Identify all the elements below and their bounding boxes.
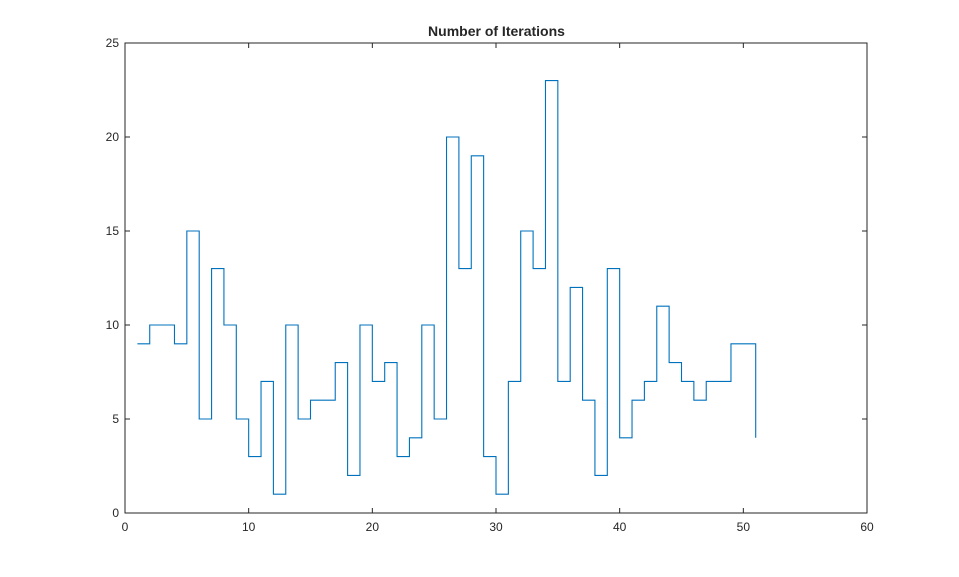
y-tick-label: 0 [112,506,119,520]
y-tick-label: 25 [106,36,120,50]
x-tick-label: 10 [242,520,256,534]
y-tick-label: 15 [106,224,120,238]
x-tick-label: 30 [489,520,503,534]
y-tick-label: 5 [112,412,119,426]
series-layer [137,80,757,495]
y-tick-label: 10 [106,318,120,332]
chart-title: Number of Iterations [428,23,565,39]
x-tick-label: 60 [860,520,874,534]
series-line-1 [137,80,757,495]
x-tick-label: 20 [366,520,380,534]
y-tick-label: 20 [106,130,120,144]
x-tick-label: 40 [613,520,627,534]
axes: 0 10 20 30 40 50 60 0 5 10 15 20 25 [106,36,874,534]
x-tick-label: 0 [122,520,129,534]
x-tick-label: 50 [737,520,751,534]
